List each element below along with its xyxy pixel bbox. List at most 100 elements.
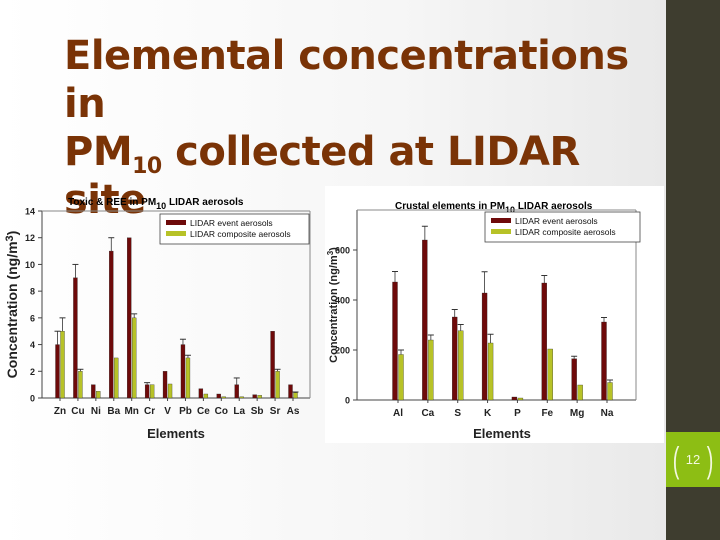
y-tick-label: 8 — [30, 287, 35, 297]
x-axis-label: Elements — [473, 426, 531, 441]
x-tick-label: Na — [601, 408, 614, 419]
x-tick-label: Ba — [107, 406, 120, 417]
bar-event — [127, 237, 132, 399]
title-suffix: collected at LIDAR site — [64, 129, 580, 223]
page-number-badge: ( 12 ) — [666, 432, 720, 487]
legend-label: LIDAR event aerosols — [515, 216, 598, 226]
bar-composite — [547, 348, 553, 401]
x-tick-label: Co — [215, 406, 228, 417]
y-tick-label: 4 — [30, 340, 35, 350]
legend-box — [484, 211, 641, 243]
y-tick-label: 0 — [345, 396, 350, 406]
x-tick-label: La — [233, 406, 245, 417]
bar-composite — [78, 371, 83, 399]
bar-event — [270, 331, 275, 399]
bar-event — [571, 358, 577, 401]
x-tick-label: V — [164, 406, 171, 417]
y-tick-label: 200 — [335, 346, 350, 356]
x-tick-label: Sr — [270, 406, 281, 417]
bar-composite — [60, 331, 65, 399]
bar-event — [392, 281, 398, 401]
bar-composite — [275, 371, 280, 399]
right-bracket-icon: ) — [706, 438, 714, 480]
chart-title: Toxic & REE in PM10 LIDAR aerosols — [68, 197, 244, 211]
bar-composite — [221, 396, 226, 399]
bar-event — [144, 384, 150, 399]
bar-composite — [114, 357, 119, 399]
x-tick-label: Cu — [71, 406, 84, 417]
bar-composite — [577, 384, 583, 401]
bar-event — [288, 384, 293, 399]
bar-composite — [185, 357, 191, 399]
legend-label: LIDAR event aerosols — [190, 218, 273, 228]
bar-composite — [517, 397, 524, 401]
bar-composite — [428, 339, 434, 401]
toxic-ree-chart: Toxic & REE in PM10 LIDAR aerosols 0 2 4 6 8 1… — [4, 197, 311, 441]
legend-box — [159, 213, 310, 245]
y-tick-label: 14 — [25, 207, 35, 217]
bar-composite — [458, 330, 464, 401]
bar-event — [252, 394, 257, 399]
x-tick-label: Ce — [197, 406, 210, 417]
bar-composite — [132, 317, 137, 399]
x-tick-label: P — [514, 408, 521, 419]
bar-composite — [203, 393, 209, 399]
legend-swatch-event — [491, 218, 511, 223]
crustal-elements-chart: Crustal elements in PM10 LIDAR aerosols0… — [326, 201, 641, 441]
x-tick-label: Mn — [124, 406, 138, 417]
x-tick-label: Pb — [179, 406, 192, 417]
bar-event — [73, 277, 78, 399]
bar-event — [216, 393, 221, 399]
title-line-1: Elemental concentrations in — [64, 33, 629, 127]
bar-event — [511, 396, 518, 401]
y-axis-label: Concentration (ng/m3) — [326, 247, 340, 363]
slide-title: Elemental concentrations in PM10 collect… — [64, 32, 664, 224]
x-tick-label: Cr — [144, 406, 155, 417]
bar-composite — [167, 383, 173, 399]
legend-swatch-event — [166, 220, 186, 225]
bar-composite — [239, 396, 244, 399]
bar-composite — [96, 391, 101, 399]
bar-event — [162, 371, 168, 399]
y-tick-label: 12 — [25, 233, 35, 243]
bar-composite — [607, 382, 613, 401]
bar-event — [234, 384, 239, 399]
x-axis-label: Elements — [147, 426, 205, 441]
legend-swatch-composite — [166, 231, 186, 236]
title-pm-subscript: 10 — [132, 154, 162, 179]
bar-event — [198, 388, 204, 399]
y-tick-label: 400 — [335, 296, 350, 306]
bar-event — [541, 282, 547, 401]
title-line-2: PM10 collected at LIDAR site — [64, 128, 664, 224]
x-tick-label: As — [287, 406, 300, 417]
bar-event — [180, 344, 186, 399]
x-tick-label: K — [484, 408, 492, 419]
bar-composite — [293, 392, 298, 399]
bar-event — [422, 239, 428, 401]
bar-event — [452, 316, 458, 401]
title-pm: PM — [64, 129, 133, 175]
bar-composite — [487, 342, 494, 401]
y-tick-label: 6 — [30, 313, 35, 323]
y-tick-label: 0 — [30, 394, 35, 404]
legend-swatch-composite — [491, 229, 511, 234]
x-tick-label: Al — [393, 408, 403, 419]
x-tick-label: Fe — [541, 408, 553, 419]
y-tick-label: 2 — [30, 367, 35, 377]
x-tick-label: Ca — [421, 408, 434, 419]
x-tick-label: Zn — [54, 406, 66, 417]
bar-event — [601, 321, 607, 401]
bar-event — [55, 344, 60, 399]
bar-composite — [149, 384, 155, 399]
bar-composite — [257, 395, 262, 399]
y-axis-label: Concentration (ng/m3) — [4, 231, 20, 379]
bar-composite — [398, 354, 404, 401]
bar-event — [91, 384, 96, 399]
y-tick-label: 600 — [335, 246, 350, 256]
bar-event — [109, 250, 114, 399]
legend-label: LIDAR composite aerosols — [515, 227, 616, 237]
x-tick-label: Ni — [91, 406, 101, 417]
left-bracket-icon: ( — [672, 438, 680, 480]
